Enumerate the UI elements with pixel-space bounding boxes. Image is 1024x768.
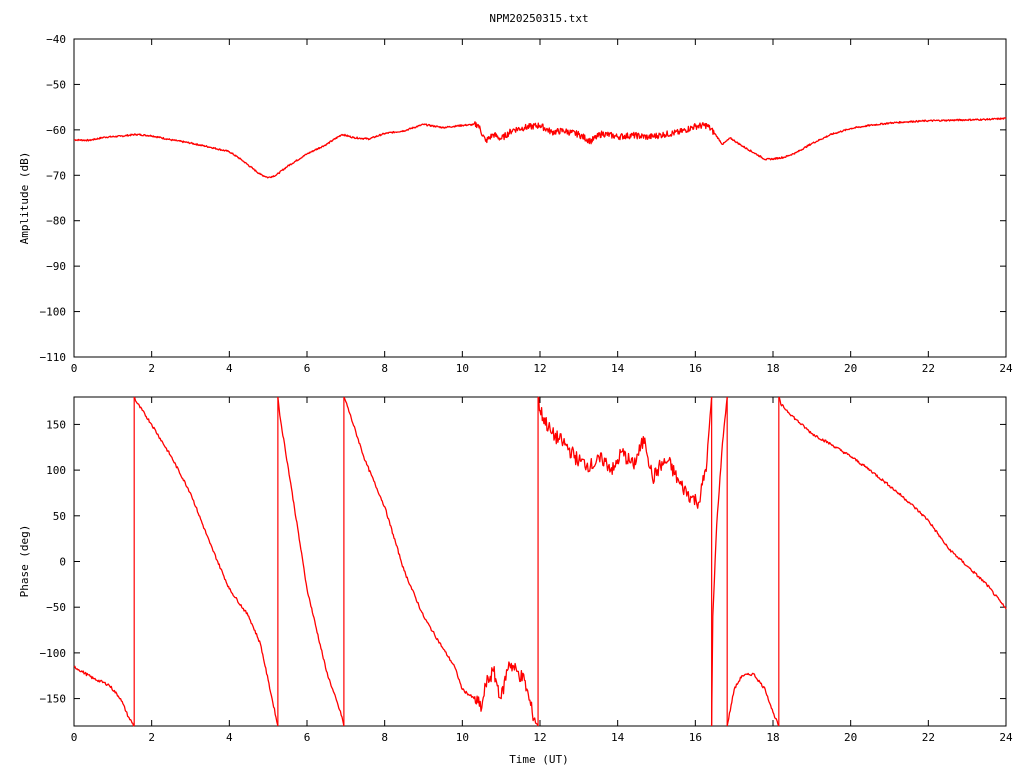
y-tick-label: −70 <box>46 169 66 182</box>
y-tick-label: −40 <box>46 33 66 46</box>
phase-panel: Phase (deg) Time (UT) 0 2 4 6 8 10 12 14 16 18 20 2… <box>18 396 1013 766</box>
y-tick-label: 150 <box>46 418 66 431</box>
x-tick-label: 20 <box>844 362 857 375</box>
x-tick-label: 18 <box>766 362 779 375</box>
time-x-axis-label: Time (UT) <box>509 753 569 766</box>
x-tick-label: 18 <box>766 731 779 744</box>
x-tick-label: 20 <box>844 731 857 744</box>
amplitude-trace <box>73 117 1007 179</box>
x-tick-label: 12 <box>533 362 546 375</box>
y-tick-label: −90 <box>46 260 66 273</box>
x-tick-label: 2 <box>148 362 155 375</box>
x-tick-label: 22 <box>922 362 935 375</box>
phase-trace-segment <box>73 665 135 727</box>
phase-trace-segment <box>133 396 279 727</box>
y-tick-label: −60 <box>46 124 66 137</box>
x-tick-label: 14 <box>611 362 625 375</box>
x-tick-label: 24 <box>999 731 1013 744</box>
phase-y-axis-label: Phase (deg) <box>18 525 31 598</box>
y-tick-label: −100 <box>40 647 67 660</box>
x-tick-label: 4 <box>226 731 233 744</box>
x-tick-label: 0 <box>71 362 78 375</box>
x-tick-label: 2 <box>148 731 155 744</box>
phase-trace-segment <box>726 672 780 727</box>
y-tick-label: −80 <box>46 215 66 228</box>
y-tick-label: −110 <box>40 351 67 364</box>
x-tick-label: 10 <box>456 362 469 375</box>
phase-trace-segment <box>277 396 345 727</box>
x-tick-label: 8 <box>381 731 388 744</box>
chart-title: NPM20250315.txt <box>489 12 588 25</box>
y-tick-label: −150 <box>40 693 67 706</box>
phase-trace-segment <box>537 396 713 509</box>
x-tick-label: 4 <box>226 362 233 375</box>
amplitude-y-axis-label: Amplitude (dB) <box>18 152 31 245</box>
x-tick-label: 16 <box>689 731 702 744</box>
y-tick-label: 0 <box>59 556 66 569</box>
x-tick-label: 10 <box>456 731 469 744</box>
x-tick-label: 14 <box>611 731 625 744</box>
y-tick-label: −100 <box>40 306 67 319</box>
y-tick-label: 50 <box>53 510 66 523</box>
phase-trace-segment <box>343 396 539 727</box>
amplitude-panel: Amplitude (dB) 0 2 4 6 8 10 12 14 16 18 20 22 24−110… <box>18 33 1013 375</box>
phase-trace-segment <box>710 396 728 727</box>
x-tick-label: 22 <box>922 731 935 744</box>
y-tick-label: 100 <box>46 464 66 477</box>
phase-trace-segment <box>778 396 1007 610</box>
x-tick-label: 6 <box>304 731 311 744</box>
x-tick-label: 8 <box>381 362 388 375</box>
x-tick-label: 24 <box>999 362 1013 375</box>
x-tick-label: 6 <box>304 362 311 375</box>
y-tick-label: −50 <box>46 601 66 614</box>
x-tick-label: 16 <box>689 362 702 375</box>
y-tick-label: −50 <box>46 78 66 91</box>
x-tick-label: 12 <box>533 731 546 744</box>
x-tick-label: 0 <box>71 731 78 744</box>
